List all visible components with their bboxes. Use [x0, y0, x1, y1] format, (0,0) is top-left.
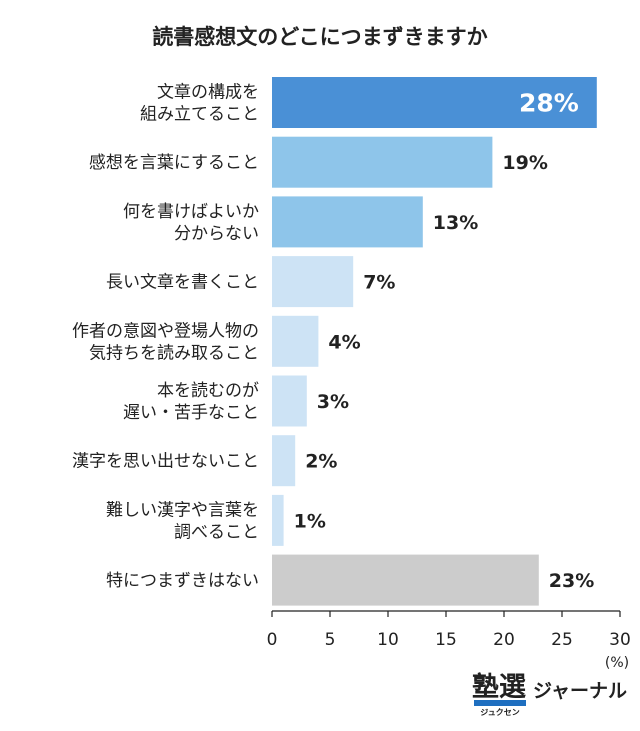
value-label-4: 7%	[363, 272, 395, 294]
bar-6	[272, 375, 307, 427]
logo-sub-text: ジュクセン	[480, 707, 519, 717]
x-tick-label-0: 0	[267, 630, 278, 650]
value-label-5: 4%	[328, 331, 360, 353]
chart-title: 読書感想文のどこにつまずきますか	[152, 25, 487, 49]
bar-9	[272, 554, 539, 606]
category-labels: 文章の構成を組み立てること感想を言葉にすること何を書けばよいか分からない長い文章…	[72, 83, 259, 592]
bars-group	[272, 77, 597, 606]
value-label-6: 3%	[317, 391, 349, 413]
category-label-9: 特につまずきはない	[106, 571, 259, 591]
x-tick-label-15: 15	[435, 630, 457, 650]
category-label-8-line-2: 調べること	[174, 522, 259, 542]
value-label-1: 28%	[519, 89, 579, 118]
category-label-3-line-2: 分からない	[174, 224, 259, 244]
value-labels: 28% 19% 13% 7% 4% 3% 2% 1% 23%	[294, 89, 595, 593]
category-label-6-line-2: 遅い・苦手なこと	[123, 403, 259, 423]
x-tick-label-25: 25	[551, 630, 573, 650]
bar-2	[272, 136, 493, 188]
logo-accent-bar	[474, 700, 526, 706]
category-label-1-line-1: 文章の構成を	[157, 83, 259, 103]
category-label-7: 漢字を思い出せないこと	[72, 452, 259, 472]
value-label-3: 13%	[433, 212, 478, 234]
value-label-8: 1%	[294, 510, 326, 532]
category-label-6-line-1: 本を読むのが	[157, 381, 259, 401]
bar-7	[272, 435, 296, 487]
category-label-4: 長い文章を書くこと	[106, 273, 259, 293]
x-tick-label-30: 30	[609, 630, 631, 650]
x-tick-label-5: 5	[325, 630, 336, 650]
brand-logo: 塾選 ジュクセン ジャーナル	[472, 671, 627, 717]
bar-5	[272, 315, 319, 367]
category-label-5-line-1: 作者の意図や登場人物の	[72, 321, 259, 341]
bar-1	[272, 77, 597, 128]
bar-4	[272, 256, 354, 308]
category-label-3-line-1: 何を書けばよいか	[123, 202, 259, 222]
logo-tail-text: ジャーナル	[533, 680, 627, 702]
category-label-2: 感想を言葉にすること	[89, 153, 259, 173]
bar-8	[272, 494, 284, 546]
value-label-9: 23%	[549, 570, 594, 592]
category-label-1-line-2: 組み立てること	[140, 105, 259, 125]
x-axis-unit: (%)	[605, 655, 629, 671]
value-label-7: 2%	[305, 451, 337, 473]
x-tick-label-20: 20	[493, 630, 515, 650]
logo-main-text: 塾選	[472, 671, 526, 703]
bar-3	[272, 196, 423, 248]
x-tick-label-10: 10	[377, 630, 399, 650]
category-label-5-line-2: 気持ちを読み取ること	[89, 343, 259, 363]
value-label-2: 19%	[502, 152, 547, 174]
x-axis-ticks: 0 5 10 15 20 25 30	[267, 611, 631, 650]
category-label-8-line-1: 難しい漢字や言葉を	[106, 500, 259, 520]
